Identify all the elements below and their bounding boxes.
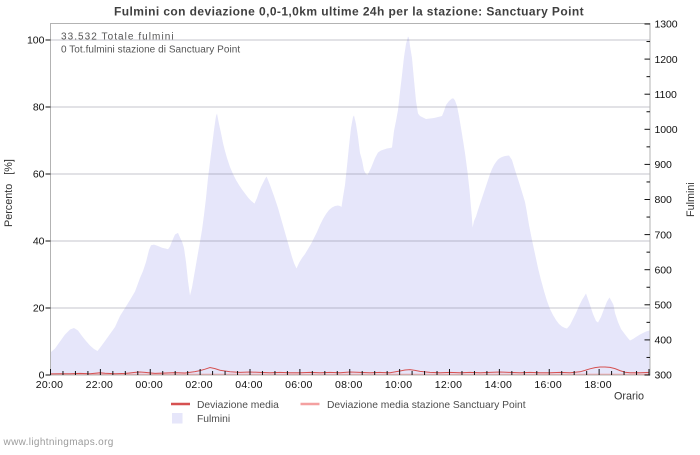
svg-text:Fulmini: Fulmini — [197, 414, 230, 425]
svg-text:1100: 1100 — [655, 89, 677, 101]
svg-text:www.lightningmaps.org: www.lightningmaps.org — [3, 437, 114, 448]
svg-text:Percento [%]: Percento [%] — [3, 159, 15, 227]
svg-text:18:00: 18:00 — [584, 379, 612, 391]
svg-text:80: 80 — [33, 102, 45, 114]
svg-text:1300: 1300 — [655, 19, 678, 31]
svg-text:600: 600 — [655, 264, 672, 276]
svg-text:04:00: 04:00 — [235, 379, 263, 391]
svg-text:900: 900 — [655, 159, 672, 171]
svg-text:Fulmini con deviazione 0,0-1,0: Fulmini con deviazione 0,0-1,0km ultime … — [114, 5, 584, 19]
svg-text:500: 500 — [655, 300, 672, 312]
svg-text:08:00: 08:00 — [335, 379, 363, 391]
svg-text:14:00: 14:00 — [485, 379, 513, 391]
svg-text:Deviazione media: Deviazione media — [197, 400, 279, 411]
svg-text:20: 20 — [33, 303, 45, 315]
svg-text:22:00: 22:00 — [86, 379, 114, 391]
svg-text:Deviazione media stazione Sanc: Deviazione media stazione Sanctuary Poin… — [327, 400, 526, 411]
svg-text:0: 0 — [39, 370, 45, 382]
svg-text:20:00: 20:00 — [36, 379, 64, 391]
svg-text:00:00: 00:00 — [135, 379, 163, 391]
svg-text:60: 60 — [33, 169, 45, 181]
svg-text:800: 800 — [655, 194, 672, 206]
svg-text:12:00: 12:00 — [435, 379, 463, 391]
svg-text:33.532 Totale fulmini: 33.532 Totale fulmini — [61, 32, 175, 43]
svg-text:400: 400 — [655, 335, 672, 347]
svg-text:1000: 1000 — [655, 124, 678, 136]
svg-text:40: 40 — [33, 236, 45, 248]
svg-text:100: 100 — [27, 35, 45, 47]
svg-text:1200: 1200 — [655, 54, 678, 66]
svg-text:16:00: 16:00 — [534, 379, 562, 391]
svg-text:700: 700 — [655, 229, 672, 241]
svg-text:06:00: 06:00 — [285, 379, 313, 391]
svg-text:0 Tot.fulmini stazione di Sanc: 0 Tot.fulmini stazione di Sanctuary Poin… — [61, 45, 240, 56]
svg-text:02:00: 02:00 — [185, 379, 213, 391]
svg-text:Orario: Orario — [614, 391, 644, 403]
svg-text:300: 300 — [655, 370, 672, 382]
svg-text:10:00: 10:00 — [385, 379, 413, 391]
svg-text:Fulmini: Fulmini — [685, 182, 697, 217]
